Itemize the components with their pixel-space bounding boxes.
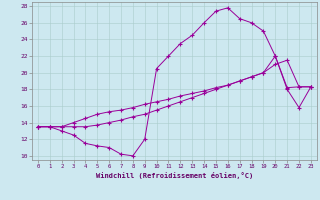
X-axis label: Windchill (Refroidissement éolien,°C): Windchill (Refroidissement éolien,°C) [96,172,253,179]
